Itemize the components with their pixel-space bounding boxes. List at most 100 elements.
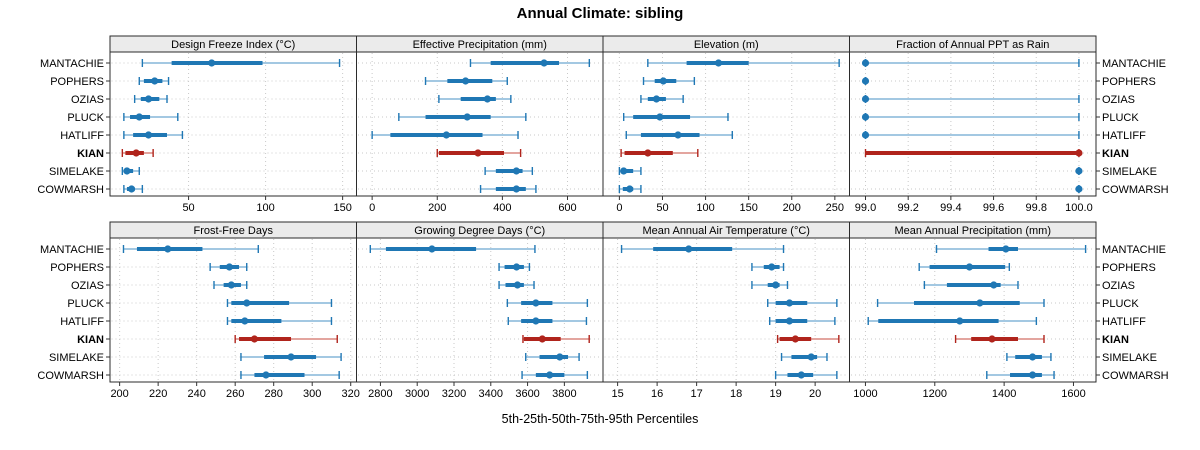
axis-tick-label: 200 <box>783 202 801 214</box>
series-cowmarsh <box>240 371 340 379</box>
median-dot <box>861 131 870 139</box>
median-dot <box>772 281 780 289</box>
median-dot <box>956 317 964 325</box>
axis-tick-label: 0 <box>616 202 622 214</box>
median-dot <box>540 59 548 67</box>
median-dot <box>532 317 540 325</box>
panel-box <box>849 237 1097 383</box>
axis-tick-label: 16 <box>651 388 663 400</box>
series-pluck <box>226 299 333 307</box>
median-dot <box>428 245 436 253</box>
site-label-left-hatliff: HATLIFF <box>60 316 104 328</box>
site-label-right-kian: KIAN <box>1102 334 1129 346</box>
series-mantachie <box>935 245 1087 253</box>
series-cowmarsh <box>986 371 1055 379</box>
panel-box <box>356 51 604 197</box>
panel-box <box>602 51 850 197</box>
series-pluck <box>876 299 1045 307</box>
axis-tick-label: 99.4 <box>940 202 961 214</box>
figure-title: Annual Climate: sibling <box>516 5 684 22</box>
axis-tick-label: 320 <box>342 388 360 400</box>
axis-tick-label: 1600 <box>1061 388 1085 400</box>
site-label-right-ozias: OZIAS <box>1102 94 1135 106</box>
panel-frost-free-days: Frost-Free Days 200 220 240 260 280 300 320 <box>106 221 360 400</box>
median-dot <box>626 185 634 193</box>
site-label-left-pluck: PLUCK <box>67 298 104 310</box>
median-dot <box>791 335 799 343</box>
series-simelake <box>1006 353 1052 361</box>
site-label-left-ozias: OZIAS <box>71 94 104 106</box>
series-ozias <box>213 281 248 289</box>
median-dot <box>768 263 776 271</box>
series-pluck <box>622 113 729 121</box>
median-dot <box>1002 245 1010 253</box>
median-dot <box>512 263 521 271</box>
series-kian <box>522 335 590 343</box>
panel-box <box>356 237 604 383</box>
median-dot <box>656 113 664 121</box>
median-dot <box>164 245 172 253</box>
axis-tick-label: 100.0 <box>1065 202 1093 214</box>
median-dot <box>785 299 794 307</box>
panel-title: Growing Degree Days (°C) <box>414 225 545 237</box>
series-kian <box>234 335 338 343</box>
series-hatliff <box>867 317 1038 325</box>
axis-tick-label: 400 <box>493 202 511 214</box>
axis-tick-label: 3000 <box>405 388 429 400</box>
axis-tick-label: 250 <box>826 202 844 214</box>
site-label-right-pluck: PLUCK <box>1102 298 1139 310</box>
axis-tick-label: 200 <box>110 388 128 400</box>
series-hatliff <box>123 131 184 139</box>
series-pophers <box>424 77 508 85</box>
median-dot <box>861 59 870 67</box>
site-label-left-simelake: SIMELAKE <box>49 352 104 364</box>
series-pophers <box>642 77 696 85</box>
median-dot <box>674 131 682 139</box>
site-label-right-ozias: OZIAS <box>1102 280 1135 292</box>
site-label-right-pophers: POPHERS <box>1102 262 1156 274</box>
series-simelake <box>618 167 642 175</box>
median-dot <box>144 95 153 103</box>
axis-tick-label: 600 <box>558 202 576 214</box>
site-label-left-ozias: OZIAS <box>71 280 104 292</box>
panel-mean-annual-air-temperature-c: Mean Annual Air Temperature (°C) 15 16 17 18… <box>602 221 850 400</box>
median-dot <box>208 59 216 67</box>
median-dot <box>714 59 723 67</box>
median-dot <box>685 245 693 253</box>
series-hatliff <box>507 317 588 325</box>
median-dot <box>1028 371 1037 379</box>
panel-title: Design Freeze Index (°C) <box>171 39 295 51</box>
axis-tick-label: 300 <box>303 388 321 400</box>
series-kian <box>864 149 1083 157</box>
panel-box <box>109 237 357 383</box>
series-pophers <box>861 77 870 85</box>
axis-tick-label: 15 <box>611 388 623 400</box>
median-dot <box>965 263 974 271</box>
series-kian <box>620 149 699 157</box>
median-dot <box>538 335 546 343</box>
panel-title: Frost-Free Days <box>194 225 274 237</box>
site-label-left-mantachie: MANTACHIE <box>40 244 104 256</box>
series-ozias <box>751 281 789 289</box>
axis-tick-label: 50 <box>656 202 668 214</box>
series-hatliff <box>226 317 333 325</box>
series-kian <box>436 149 522 157</box>
axis-tick-label: 280 <box>265 388 283 400</box>
panel-box <box>849 51 1097 197</box>
median-dot <box>135 113 143 121</box>
series-simelake <box>780 353 828 361</box>
series-pluck <box>861 113 1080 121</box>
median-dot <box>262 371 270 379</box>
site-label-right-mantachie: MANTACHIE <box>1102 58 1166 70</box>
series-pophers <box>918 263 1011 271</box>
series-kian <box>776 335 840 343</box>
panel-mean-annual-precipitation-mm: Mean Annual Precipitation (mm) 1000 1200 14… <box>849 221 1100 400</box>
series-ozias <box>498 281 535 289</box>
series-mantachie <box>141 59 341 67</box>
median-dot <box>483 95 492 103</box>
axis-tick-label: 150 <box>739 202 757 214</box>
panel-growing-degree-days-c: Growing Degree Days (°C) 2800 3000 3200 3400… <box>356 221 604 400</box>
axis-tick-label: 18 <box>730 388 742 400</box>
site-label-left-mantachie: MANTACHIE <box>40 58 104 70</box>
median-dot <box>797 371 805 379</box>
